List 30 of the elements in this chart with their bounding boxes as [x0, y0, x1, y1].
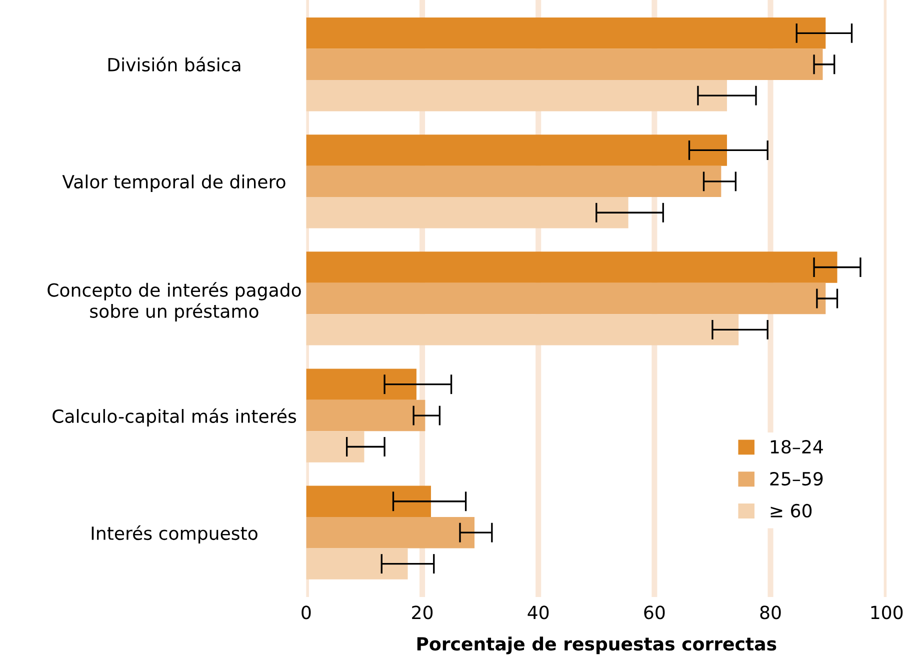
bar	[306, 134, 727, 166]
bar	[306, 400, 426, 432]
bar	[306, 80, 727, 112]
legend-label: 18–24	[770, 440, 823, 454]
x-tick-label: 40	[528, 606, 549, 620]
bar	[306, 368, 416, 400]
bar	[306, 48, 823, 80]
bar	[306, 516, 475, 548]
bar	[306, 431, 364, 462]
legend-label: ≥ 60	[770, 504, 812, 518]
x-axis-title: Porcentaje de respuestas correctas	[417, 636, 776, 654]
x-tick-label: 20	[412, 606, 433, 620]
bar	[306, 166, 722, 198]
x-tick-label: 80	[760, 606, 781, 620]
legend-label: 25–59	[770, 472, 823, 486]
bar	[306, 197, 628, 228]
y-tick-label: Concepto de interés pagado sobre un préstamo	[48, 282, 301, 322]
y-tick-label: Valor temporal de dinero	[62, 174, 286, 192]
x-tick-label: 60	[644, 606, 665, 620]
bar	[306, 548, 408, 580]
x-tick-label: 0	[302, 606, 311, 620]
y-tick-label: Calculo-capital más interés	[52, 408, 296, 427]
bar	[306, 486, 431, 517]
bar	[306, 18, 826, 49]
x-tick-label: 100	[871, 606, 903, 620]
bar	[306, 252, 838, 283]
bar	[306, 282, 826, 314]
bar	[306, 314, 739, 346]
y-tick-label: División básica	[108, 56, 240, 72]
y-tick-label: Interés compuesto	[92, 525, 258, 544]
